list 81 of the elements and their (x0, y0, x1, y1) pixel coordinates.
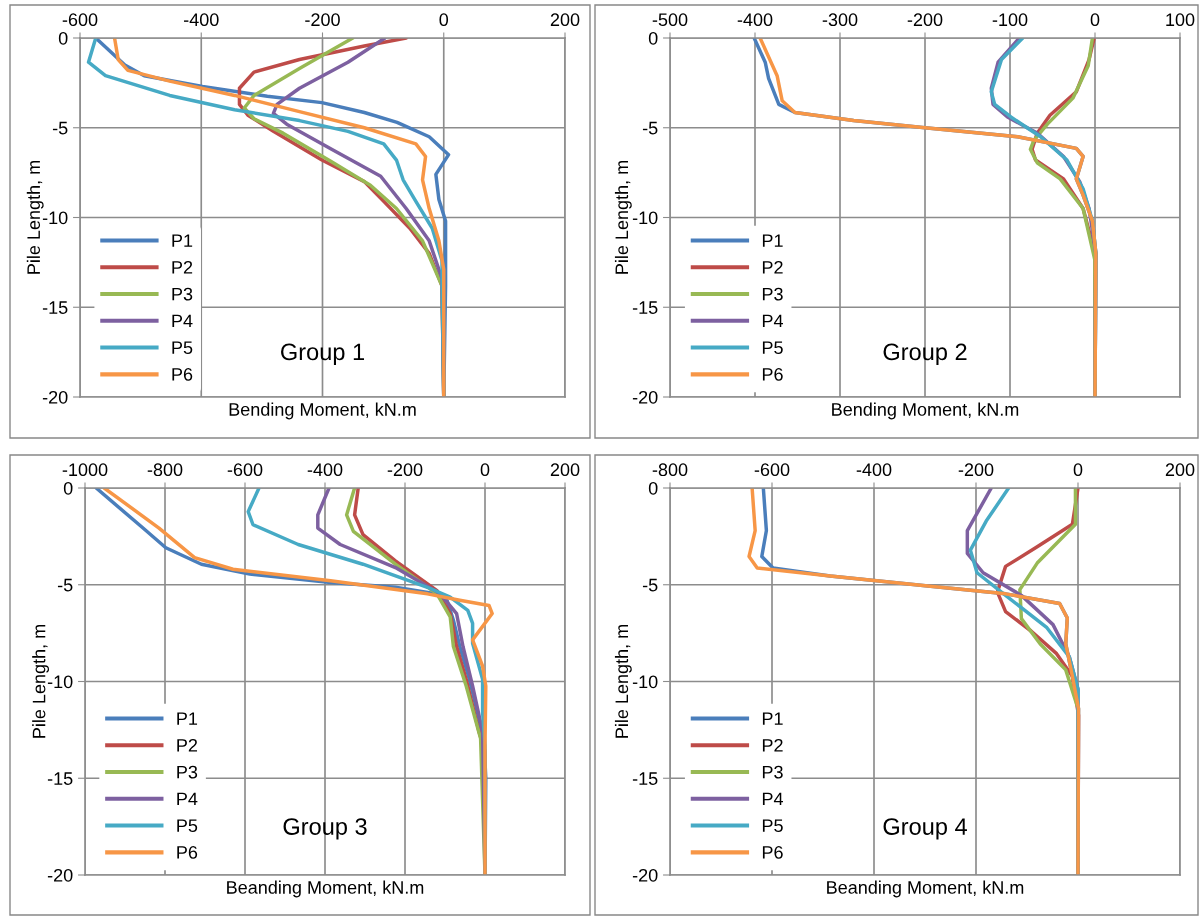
x-tick-label: 0 (1073, 463, 1083, 477)
y-tick-label: -20 (47, 868, 73, 882)
y-tick-label: -5 (57, 578, 73, 592)
y-tick-label: -20 (632, 868, 658, 882)
annotation: Group 2 (883, 343, 967, 365)
y-axis-title: Pile Length, m (26, 160, 44, 274)
y-tick-label: -10 (47, 675, 73, 689)
x-axis-title: Beanding Moment, kN.m (227, 880, 424, 898)
y-tick-label: -15 (47, 772, 73, 785)
x-tick-label: 200 (550, 13, 580, 27)
legend-label: P6 (172, 368, 193, 381)
annotation: Group 1 (281, 343, 365, 365)
legend-label: P2 (172, 260, 193, 274)
x-axis-title: Bending Moment, kN.m (832, 402, 1019, 420)
x-tick-label: -300 (822, 13, 858, 27)
legend-label: P4 (177, 792, 198, 806)
legend-label: P1 (762, 712, 783, 725)
legend-label: P3 (172, 287, 193, 301)
x-tick-label: -800 (652, 463, 688, 477)
x-tick-label: -200 (907, 13, 943, 27)
x-tick-label: -500 (652, 13, 688, 27)
x-tick-label: -400 (183, 13, 219, 27)
y-tick-label: -10 (632, 211, 658, 225)
legend-label: P5 (172, 341, 193, 355)
legend-label: P6 (177, 846, 198, 859)
annotation: Group 3 (283, 818, 367, 840)
annotation: Group 4 (883, 818, 967, 840)
x-tick-label: -600 (227, 463, 263, 477)
x-tick-label: 200 (1165, 463, 1195, 477)
y-tick-label: 0 (63, 481, 73, 495)
y-tick-label: -15 (42, 301, 68, 314)
legend-label: P1 (172, 234, 193, 247)
legend-label: P1 (177, 712, 198, 725)
y-tick-label: -15 (632, 772, 658, 785)
x-tick-label: -100 (992, 13, 1028, 27)
y-tick-label: 0 (648, 31, 658, 45)
legend-label: P2 (762, 260, 783, 274)
legend-label: P3 (762, 765, 783, 779)
x-tick-label: -200 (387, 463, 423, 477)
y-tick-label: -20 (632, 390, 658, 404)
x-tick-label: 0 (480, 463, 490, 477)
x-tick-label: -200 (958, 463, 994, 477)
x-tick-label: 100 (1166, 13, 1195, 27)
legend-label: P5 (762, 341, 783, 355)
x-tick-label: -600 (62, 13, 98, 27)
legend-label: P3 (177, 765, 198, 779)
legend-label: P2 (762, 738, 783, 752)
x-tick-label: 0 (439, 13, 449, 27)
x-tick-label: -200 (305, 13, 340, 27)
x-axis-title: Bending Moment, kN.m (229, 402, 416, 420)
legend-label: P6 (762, 368, 783, 381)
x-tick-label: -800 (147, 463, 183, 477)
x-tick-label: -600 (754, 463, 790, 477)
y-tick-label: 0 (648, 481, 658, 495)
y-tick-label: -15 (632, 301, 658, 314)
y-tick-label: -10 (42, 211, 68, 225)
y-tick-label: -10 (632, 675, 658, 689)
y-tick-label: -5 (642, 121, 658, 135)
x-tick-label: 200 (550, 463, 580, 477)
y-tick-label: -20 (42, 390, 68, 404)
y-tick-label: 0 (58, 31, 68, 45)
legend-label: P1 (762, 234, 783, 247)
y-tick-label: -5 (52, 121, 68, 135)
x-tick-label: 0 (1090, 13, 1100, 27)
legend-label: P5 (762, 819, 783, 833)
x-tick-label: -400 (737, 13, 773, 27)
y-axis-title: Pile Length, m (32, 624, 49, 738)
legend-label: P4 (762, 314, 784, 328)
y-axis-title: Pile Length, m (614, 624, 632, 738)
x-tick-label: -400 (307, 463, 343, 477)
legend-label: P5 (177, 819, 198, 833)
y-tick-label: -5 (642, 578, 658, 592)
legend-label: P4 (762, 792, 784, 806)
legend-label: P2 (177, 738, 198, 752)
y-axis-title: Pile Length, m (614, 160, 632, 274)
legend-label: P4 (172, 314, 193, 328)
legend-label: P6 (762, 846, 783, 859)
x-axis-title: Beanding Moment, kN.m (827, 880, 1024, 898)
x-tick-label: -1000 (62, 463, 108, 477)
legend-label: P3 (762, 287, 783, 301)
x-tick-label: -400 (856, 463, 892, 477)
